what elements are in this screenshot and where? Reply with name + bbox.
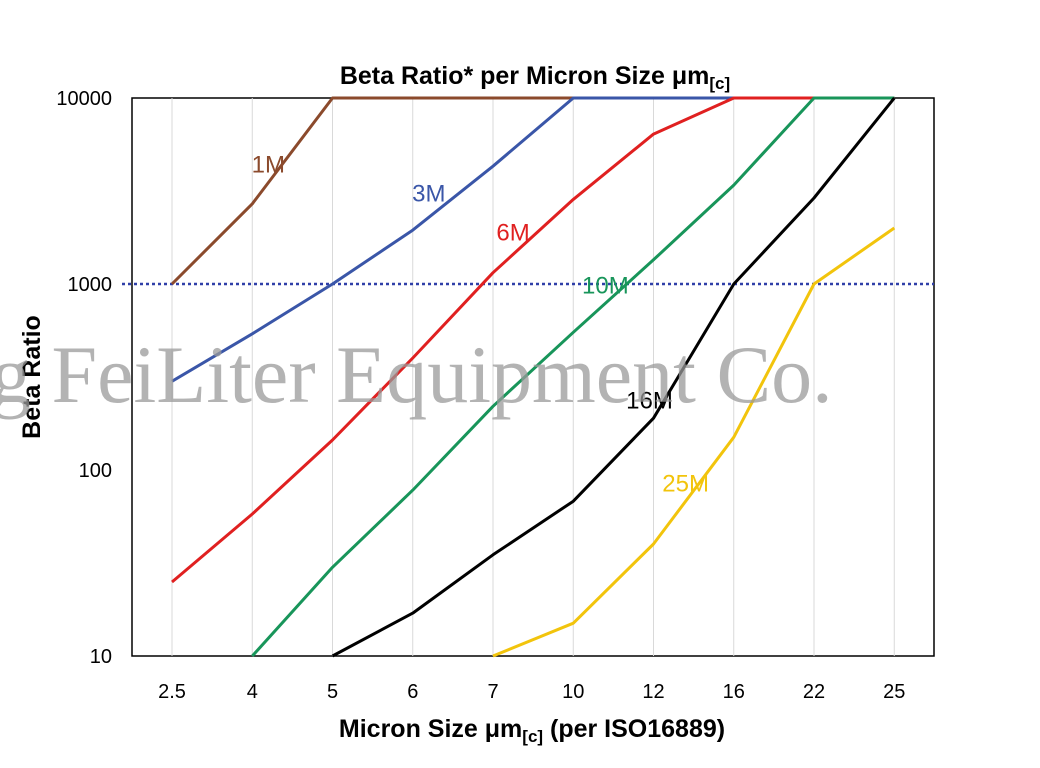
series-label-1m: 1M <box>252 152 285 179</box>
x-tick-label: 12 <box>642 681 664 703</box>
x-tick-label: 25 <box>883 681 905 703</box>
y-tick-label: 1000 <box>68 274 113 296</box>
series-label-6m: 6M <box>496 219 529 246</box>
y-axis-title: Beta Ratio <box>18 315 46 439</box>
series-label-10m: 10M <box>582 272 629 299</box>
x-tick-label: 6 <box>407 681 418 703</box>
plot-area <box>131 97 935 657</box>
series-label-3m: 3M <box>412 180 445 207</box>
series-line-25m <box>492 226 896 658</box>
series-label-25m: 25M <box>662 470 709 497</box>
x-tick-label: 5 <box>327 681 338 703</box>
x-tick-label: 22 <box>803 681 825 703</box>
series-line-10m <box>251 96 895 658</box>
y-tick-label: 10000 <box>56 88 112 110</box>
series-line-16m <box>331 97 896 658</box>
x-tick-label: 4 <box>247 681 258 703</box>
grid-lines <box>171 98 895 656</box>
x-tick-labels: 2.5 4 5 6 7 10 12 16 22 25 <box>158 681 905 703</box>
series-lines <box>170 96 896 658</box>
watermark-text: g FeiLiter Equipment Co. <box>0 329 833 420</box>
y-tick-labels: 10 100 1000 10000 <box>56 88 112 668</box>
x-axis-title: Micron Size μm[c] (per ISO16889) <box>339 715 725 746</box>
y-tick-label: 10 <box>90 646 112 668</box>
y-tick-label: 100 <box>79 460 112 482</box>
x-tick-label: 2.5 <box>158 681 186 703</box>
x-tick-label: 7 <box>487 681 498 703</box>
x-tick-label: 10 <box>562 681 584 703</box>
series-label-16m: 16M <box>626 387 673 414</box>
chart-title: Beta Ratio* per Micron Size μm[c] <box>340 62 730 93</box>
series-line-6m <box>171 96 895 584</box>
series-labels: 1M 3M 6M 10M 16M 25M <box>252 152 709 498</box>
x-tick-label: 16 <box>723 681 745 703</box>
